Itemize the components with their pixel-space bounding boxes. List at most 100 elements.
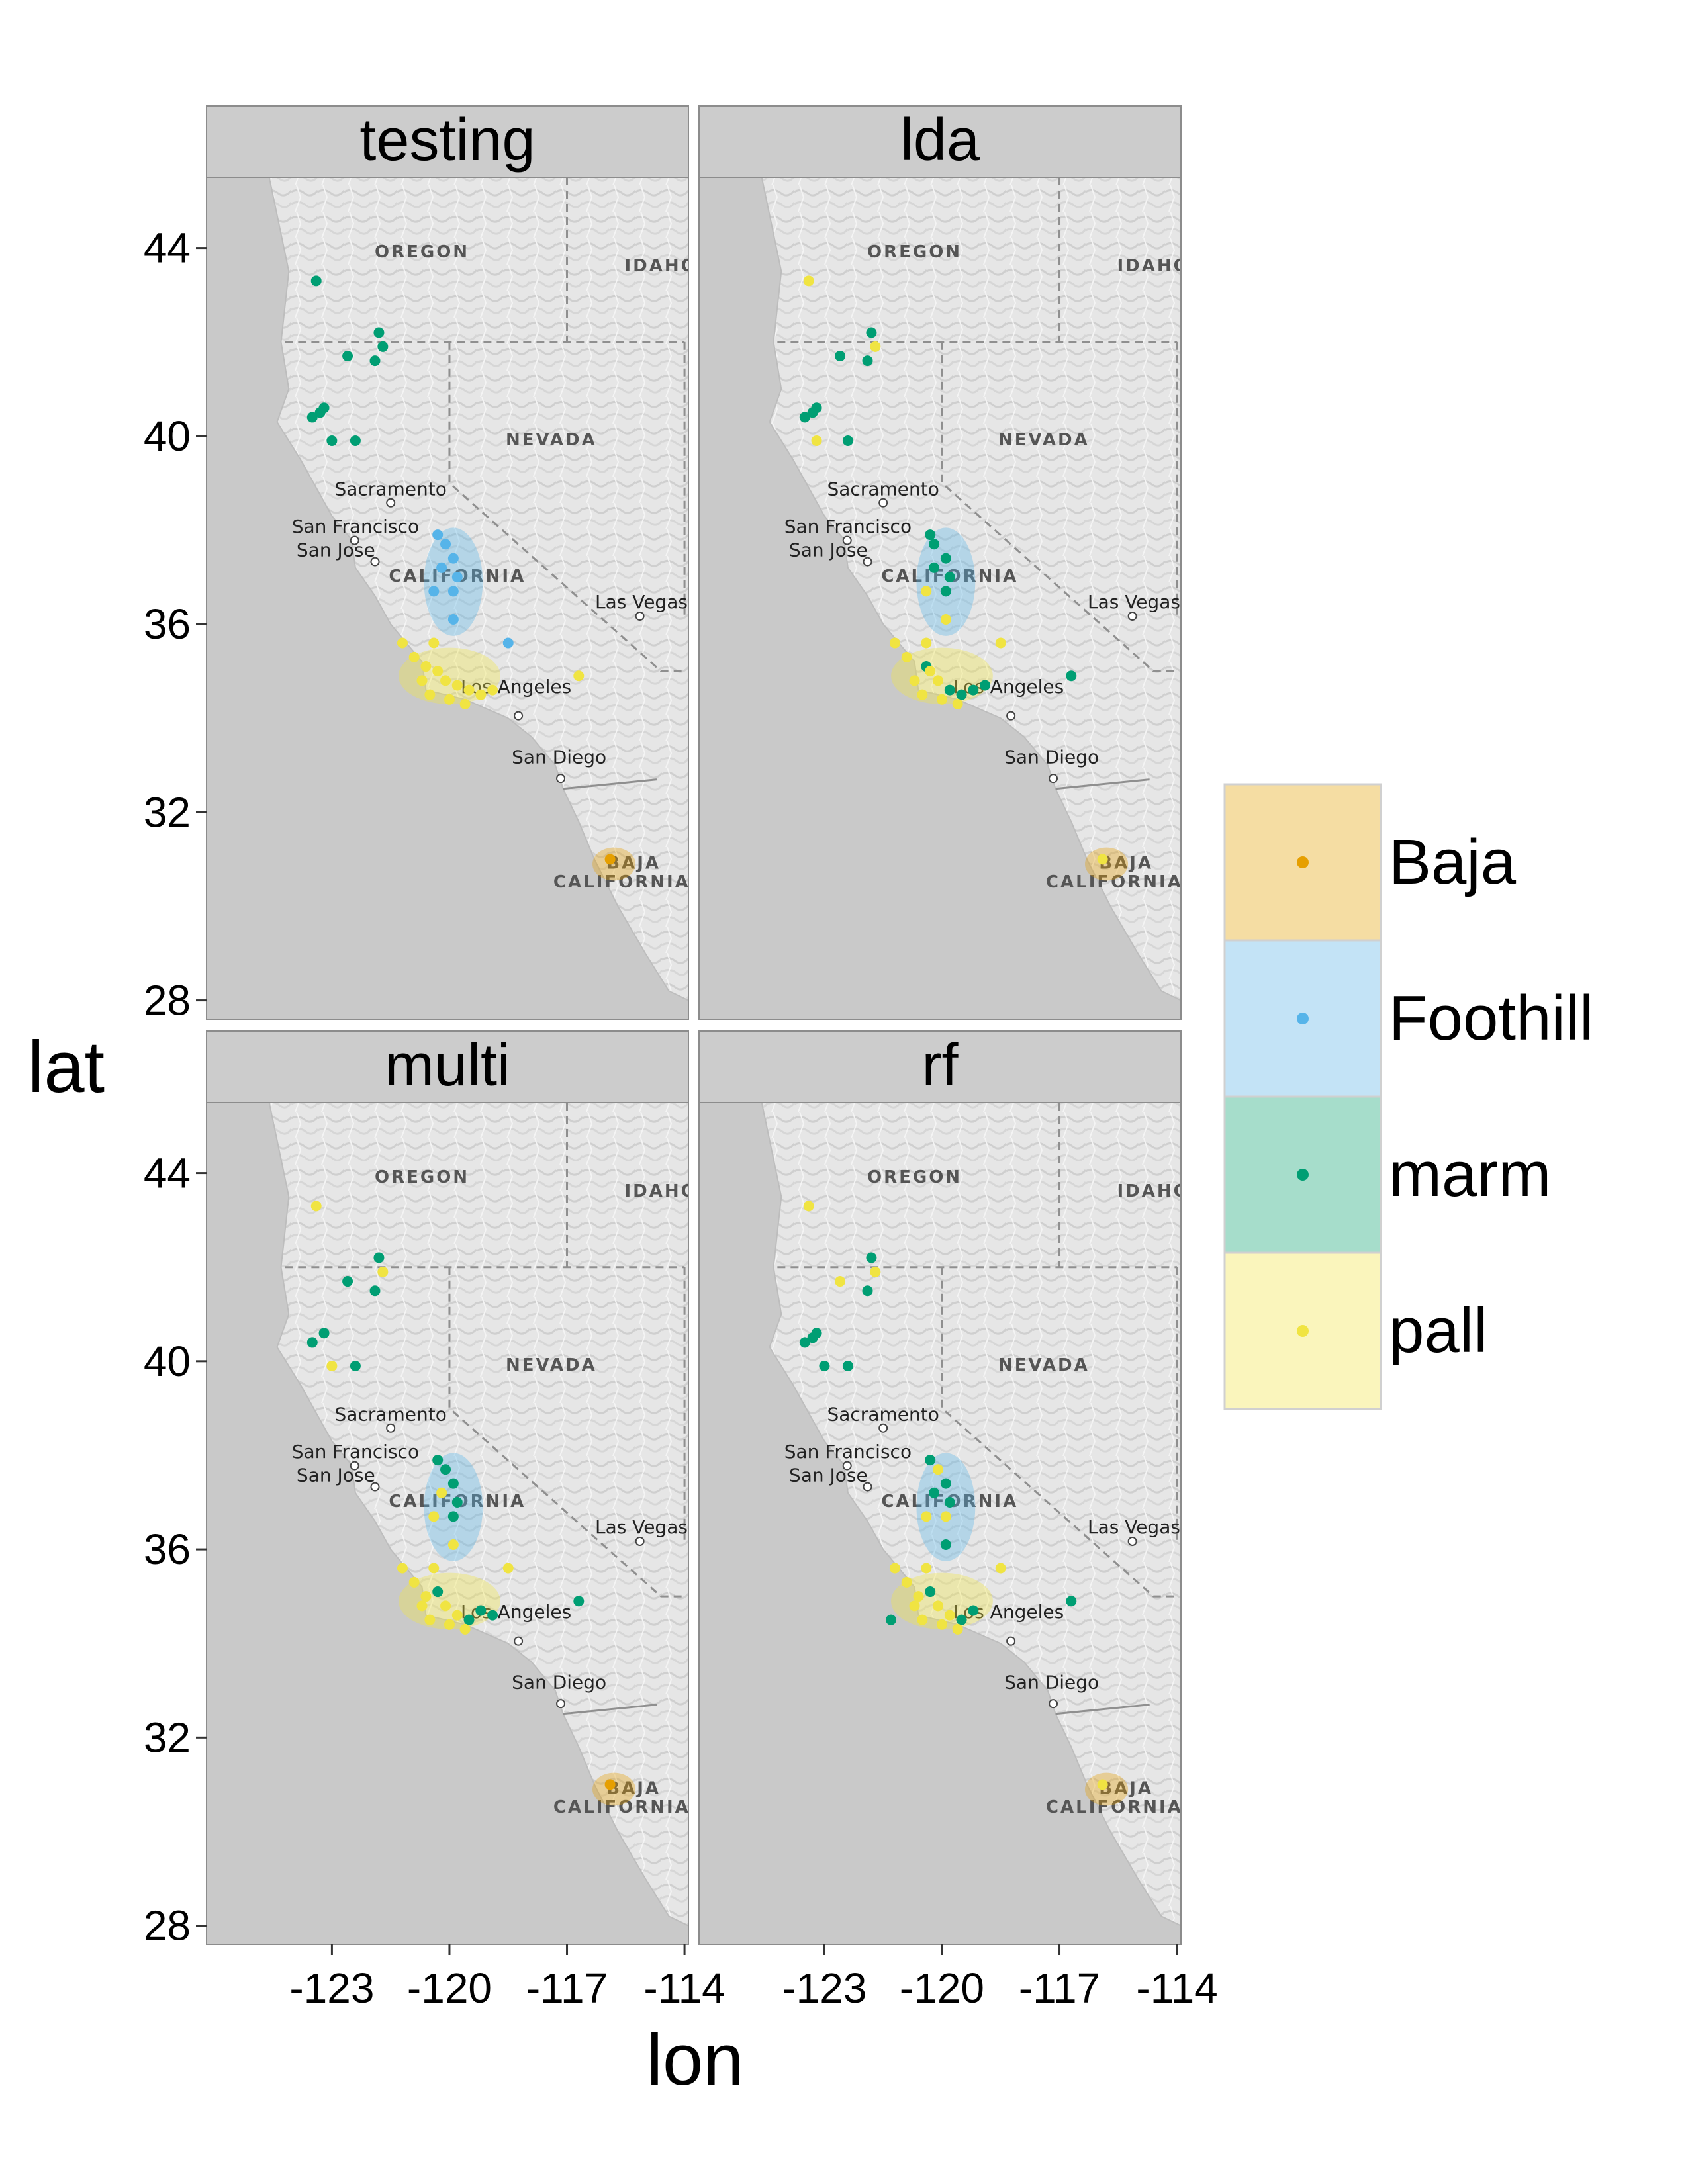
y-tick-label: 28 bbox=[144, 977, 191, 1024]
point-marm bbox=[956, 1614, 967, 1625]
facet-panel-testing: testingOREGONIDAHONEVADACALIFORNIABAJACA… bbox=[206, 105, 689, 1020]
y-tick-label: 36 bbox=[144, 600, 191, 648]
y-tick-label: 36 bbox=[144, 1525, 191, 1573]
region-foothill bbox=[916, 1453, 976, 1561]
basemap: OREGONIDAHONEVADACALIFORNIABAJACALIFORNI… bbox=[699, 1103, 1181, 1944]
point-pall bbox=[420, 661, 432, 672]
point-pall bbox=[408, 651, 420, 662]
x-tick-label: -123 bbox=[289, 1964, 374, 2012]
point-foothill bbox=[432, 529, 444, 541]
point-pall bbox=[424, 1614, 436, 1625]
point-marm bbox=[929, 562, 940, 573]
city-label: Las Vegas bbox=[1088, 1516, 1180, 1538]
point-marm bbox=[350, 435, 361, 446]
point-marm bbox=[807, 1332, 818, 1343]
point-marm bbox=[314, 407, 326, 418]
point-marm bbox=[866, 327, 877, 338]
city-label: San Jose bbox=[789, 1465, 868, 1486]
border-mexico bbox=[1055, 1704, 1150, 1715]
panel-border bbox=[206, 1102, 689, 1945]
point-marm bbox=[447, 1478, 459, 1489]
city-marker bbox=[842, 535, 852, 545]
point-marm bbox=[944, 684, 955, 696]
point-marm bbox=[799, 1337, 810, 1348]
border-ca-nv bbox=[941, 341, 1178, 672]
land bbox=[268, 177, 688, 1001]
city-marker bbox=[514, 1636, 524, 1646]
city-marker bbox=[350, 1461, 359, 1471]
legend-key-dot bbox=[1297, 1325, 1309, 1337]
point-marm bbox=[799, 412, 810, 423]
y-tick-label: 40 bbox=[144, 412, 191, 460]
border-ca-nv bbox=[448, 1267, 685, 1598]
point-marm bbox=[487, 1610, 498, 1621]
land bbox=[761, 177, 1181, 1001]
city-marker bbox=[1127, 1537, 1137, 1547]
facet-panel-rf: rfOREGONIDAHONEVADACALIFORNIABAJACALIFOR… bbox=[698, 1030, 1182, 1945]
point-pall bbox=[451, 680, 463, 691]
point-pall bbox=[921, 586, 932, 597]
point-pall bbox=[952, 1623, 963, 1635]
facet-panel-multi: multiOREGONIDAHONEVADACALIFORNIABAJACALI… bbox=[206, 1030, 697, 1945]
city-marker bbox=[370, 557, 380, 567]
legend-label: Foothill bbox=[1389, 983, 1593, 1054]
point-marm bbox=[306, 1337, 318, 1348]
border-ca-nv bbox=[941, 1267, 1178, 1598]
point-marm bbox=[447, 1511, 459, 1522]
city-marker bbox=[878, 498, 888, 508]
y-tick-label: 32 bbox=[144, 788, 191, 836]
city-label: San Diego bbox=[1004, 746, 1099, 768]
state-label: BAJA bbox=[1099, 854, 1153, 874]
city-marker bbox=[386, 1423, 396, 1433]
panel-border bbox=[698, 177, 1182, 1020]
city-label: Sacramento bbox=[827, 478, 939, 500]
point-pall bbox=[803, 275, 814, 287]
point-pall bbox=[944, 1610, 955, 1621]
point-marm bbox=[925, 1586, 936, 1598]
point-marm bbox=[940, 586, 951, 597]
point-marm bbox=[369, 355, 381, 367]
legend-key-dot bbox=[1297, 1013, 1309, 1024]
point-pall bbox=[936, 1619, 947, 1630]
point-marm bbox=[1066, 1596, 1077, 1607]
state-label: BAJA bbox=[606, 854, 661, 874]
city-label: Las Vegas bbox=[595, 1516, 688, 1538]
point-pall bbox=[940, 614, 951, 625]
point-pall bbox=[487, 684, 498, 696]
border-mexico bbox=[563, 1704, 657, 1715]
point-marm bbox=[968, 1605, 979, 1616]
point-marm bbox=[377, 341, 389, 352]
point-marm bbox=[842, 435, 853, 446]
point-pall bbox=[416, 675, 428, 686]
point-pall bbox=[326, 1360, 338, 1371]
point-pall bbox=[933, 1464, 944, 1475]
point-pall bbox=[917, 1614, 928, 1625]
state-label: IDAHO bbox=[624, 1181, 697, 1201]
point-pall bbox=[921, 637, 932, 649]
x-tick-label: -117 bbox=[1019, 1964, 1100, 2012]
y-tick-label: 32 bbox=[144, 1713, 191, 1761]
point-baja bbox=[604, 1779, 616, 1790]
city-marker bbox=[1006, 711, 1016, 721]
city-marker bbox=[1049, 774, 1058, 784]
city-marker bbox=[350, 535, 359, 545]
state-label: NEVADA bbox=[998, 1355, 1090, 1375]
y-tick-label: 44 bbox=[144, 1150, 191, 1197]
point-foothill bbox=[436, 562, 447, 573]
legend: Baja Foothill marm pall bbox=[1223, 783, 1593, 1410]
region-baja bbox=[592, 1772, 636, 1806]
point-marm bbox=[440, 1464, 451, 1475]
state-label: OREGON bbox=[867, 242, 962, 262]
basemap: OREGONIDAHONEVADACALIFORNIABAJACALIFORNI… bbox=[207, 177, 688, 1019]
point-pall bbox=[803, 1201, 814, 1212]
point-pall bbox=[451, 1610, 463, 1621]
legend-item-pall: pall bbox=[1223, 1251, 1487, 1410]
city-marker bbox=[514, 711, 524, 721]
point-marm bbox=[862, 355, 873, 367]
state-label: NEVADA bbox=[506, 430, 597, 450]
point-pall bbox=[444, 694, 455, 705]
basemap: OREGONIDAHONEVADACALIFORNIABAJACALIFORNI… bbox=[207, 1103, 697, 1944]
border-ca-nv bbox=[448, 341, 685, 672]
point-pall bbox=[475, 689, 487, 700]
